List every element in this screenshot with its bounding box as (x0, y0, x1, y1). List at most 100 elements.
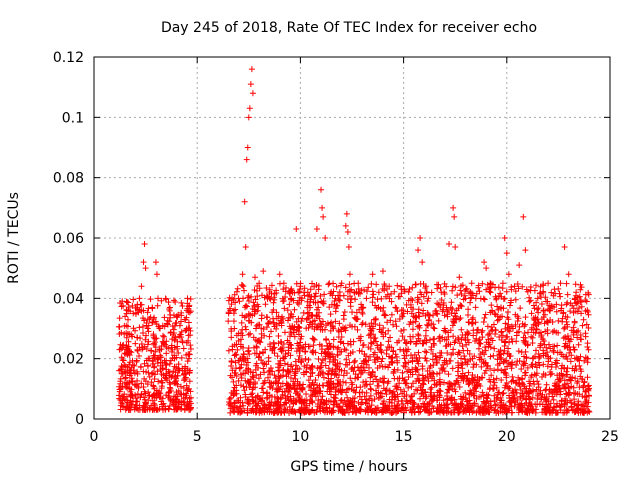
data-point (465, 330, 472, 337)
data-point (444, 313, 451, 320)
data-point (343, 210, 350, 217)
data-point (585, 382, 592, 389)
data-point (359, 320, 366, 327)
data-point (384, 405, 391, 412)
data-point (267, 365, 274, 372)
data-point (156, 388, 163, 395)
data-point (180, 371, 187, 378)
data-point (487, 344, 494, 351)
data-point (470, 364, 477, 371)
data-point (244, 359, 251, 366)
data-point (444, 395, 451, 402)
data-point (309, 349, 316, 356)
data-point (157, 325, 164, 332)
data-point (540, 288, 547, 295)
data-point (296, 393, 303, 400)
data-point (255, 400, 262, 407)
data-point (364, 288, 371, 295)
data-point (522, 314, 529, 321)
data-point (568, 404, 575, 411)
data-point (529, 355, 536, 362)
data-point (125, 307, 132, 314)
data-point (454, 292, 461, 299)
data-point (563, 368, 570, 375)
data-point (318, 186, 325, 193)
data-point (540, 282, 547, 289)
data-point (572, 363, 579, 370)
data-point (375, 289, 382, 296)
data-point (244, 355, 251, 362)
data-point (415, 309, 422, 316)
data-point (478, 329, 485, 336)
data-point (496, 360, 503, 367)
data-point (159, 395, 166, 402)
data-point (501, 358, 508, 365)
data-point (172, 320, 179, 327)
data-point (361, 286, 368, 293)
data-point (187, 394, 194, 401)
data-point (413, 314, 420, 321)
data-point (128, 331, 135, 338)
data-point (227, 400, 234, 407)
data-point (264, 374, 271, 381)
data-point (433, 407, 440, 414)
data-point (435, 335, 442, 342)
data-point (452, 388, 459, 395)
data-point (297, 283, 304, 290)
data-point (501, 347, 508, 354)
data-point (555, 317, 562, 324)
x-tick-label: 20 (498, 429, 516, 445)
data-point (409, 366, 416, 373)
data-point (482, 367, 489, 374)
data-point (473, 329, 480, 336)
data-point (315, 356, 322, 363)
data-point (507, 397, 514, 404)
data-point (524, 288, 531, 295)
data-point (552, 364, 559, 371)
data-point (325, 365, 332, 372)
data-point (495, 284, 502, 291)
data-point (361, 367, 368, 374)
data-point (392, 304, 399, 311)
data-point (238, 319, 245, 326)
data-point (352, 371, 359, 378)
data-point (519, 283, 526, 290)
data-point (311, 317, 318, 324)
data-point (379, 355, 386, 362)
data-point (441, 291, 448, 298)
data-point (426, 400, 433, 407)
data-point (498, 336, 505, 343)
data-point (577, 281, 584, 288)
data-point (457, 287, 464, 294)
data-point (349, 323, 356, 330)
data-point (566, 376, 573, 383)
data-point (183, 326, 190, 333)
data-point (130, 296, 137, 303)
data-point (534, 295, 541, 302)
data-point (295, 331, 302, 338)
data-point (380, 333, 387, 340)
data-point (424, 298, 431, 305)
data-point (121, 379, 128, 386)
data-point (402, 339, 409, 346)
data-point (116, 323, 123, 330)
data-point (318, 343, 325, 350)
data-point (409, 284, 416, 291)
data-point (320, 213, 327, 220)
data-point (435, 281, 442, 288)
data-point (273, 287, 280, 294)
data-point (469, 402, 476, 409)
data-point (498, 377, 505, 384)
data-point (312, 293, 319, 300)
data-point (478, 363, 485, 370)
data-point (564, 342, 571, 349)
data-point (567, 397, 574, 404)
data-point (368, 340, 375, 347)
data-point (543, 344, 550, 351)
data-point (548, 370, 555, 377)
data-point (320, 374, 327, 381)
data-point (338, 367, 345, 374)
data-point (237, 371, 244, 378)
data-point (305, 313, 312, 320)
data-point (500, 390, 507, 397)
